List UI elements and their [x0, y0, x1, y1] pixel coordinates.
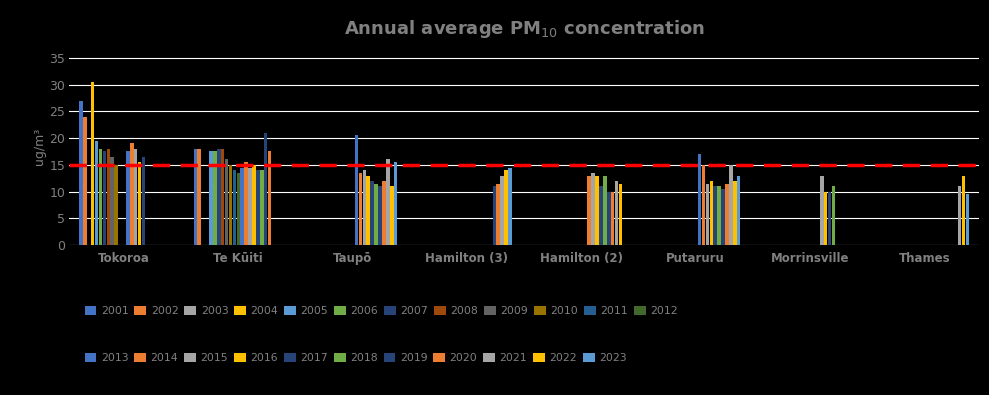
- Bar: [508, 167, 511, 245]
- Bar: [828, 192, 832, 245]
- Bar: [390, 186, 394, 245]
- Y-axis label: ug/m³: ug/m³: [34, 128, 46, 165]
- Bar: [83, 117, 87, 245]
- Bar: [130, 143, 134, 245]
- Bar: [225, 160, 228, 245]
- Bar: [591, 173, 594, 245]
- Bar: [248, 167, 252, 245]
- Bar: [103, 152, 106, 245]
- Bar: [367, 175, 370, 245]
- Bar: [115, 165, 118, 245]
- Bar: [126, 152, 130, 245]
- Legend: 2013, 2014, 2015, 2016, 2017, 2018, 2019, 2020, 2021, 2022, 2023: 2013, 2014, 2015, 2016, 2017, 2018, 2019…: [84, 353, 627, 363]
- Bar: [619, 184, 622, 245]
- Bar: [386, 160, 390, 245]
- Bar: [820, 175, 824, 245]
- Bar: [244, 162, 248, 245]
- Bar: [705, 184, 709, 245]
- Bar: [374, 184, 378, 245]
- Bar: [587, 175, 591, 245]
- Bar: [607, 192, 610, 245]
- Bar: [725, 184, 729, 245]
- Bar: [107, 149, 110, 245]
- Bar: [236, 173, 240, 245]
- Bar: [713, 186, 717, 245]
- Bar: [355, 135, 358, 245]
- Bar: [965, 194, 969, 245]
- Bar: [240, 167, 244, 245]
- Bar: [496, 184, 500, 245]
- Bar: [615, 181, 618, 245]
- Bar: [141, 157, 145, 245]
- Bar: [493, 186, 496, 245]
- Bar: [729, 165, 733, 245]
- Bar: [95, 141, 98, 245]
- Bar: [99, 149, 102, 245]
- Bar: [824, 192, 828, 245]
- Bar: [264, 133, 267, 245]
- Bar: [717, 186, 721, 245]
- Bar: [709, 181, 713, 245]
- Bar: [737, 175, 741, 245]
- Bar: [232, 170, 236, 245]
- Bar: [394, 162, 398, 245]
- Bar: [79, 101, 83, 245]
- Bar: [256, 170, 260, 245]
- Bar: [504, 170, 508, 245]
- Bar: [221, 149, 225, 245]
- Bar: [363, 170, 366, 245]
- Bar: [194, 149, 197, 245]
- Bar: [91, 82, 95, 245]
- Bar: [500, 175, 504, 245]
- Legend: 2001, 2002, 2003, 2004, 2005, 2006, 2007, 2008, 2009, 2010, 2011, 2012: 2001, 2002, 2003, 2004, 2005, 2006, 2007…: [84, 306, 677, 316]
- Bar: [260, 170, 263, 245]
- Bar: [832, 186, 836, 245]
- Bar: [198, 149, 201, 245]
- Bar: [595, 175, 598, 245]
- Bar: [611, 192, 614, 245]
- Bar: [721, 189, 725, 245]
- Bar: [698, 154, 701, 245]
- Bar: [599, 186, 602, 245]
- Bar: [961, 175, 965, 245]
- Bar: [213, 152, 217, 245]
- Bar: [733, 181, 737, 245]
- Bar: [209, 152, 213, 245]
- Bar: [111, 157, 114, 245]
- Bar: [702, 165, 705, 245]
- Title: Annual average PM$_{10}$ concentration: Annual average PM$_{10}$ concentration: [343, 17, 705, 40]
- Bar: [134, 149, 137, 245]
- Bar: [217, 149, 221, 245]
- Bar: [603, 175, 606, 245]
- Bar: [378, 186, 382, 245]
- Bar: [252, 165, 256, 245]
- Bar: [382, 181, 386, 245]
- Bar: [268, 152, 271, 245]
- Bar: [137, 162, 141, 245]
- Bar: [957, 186, 961, 245]
- Bar: [371, 181, 374, 245]
- Bar: [228, 165, 232, 245]
- Bar: [359, 173, 362, 245]
